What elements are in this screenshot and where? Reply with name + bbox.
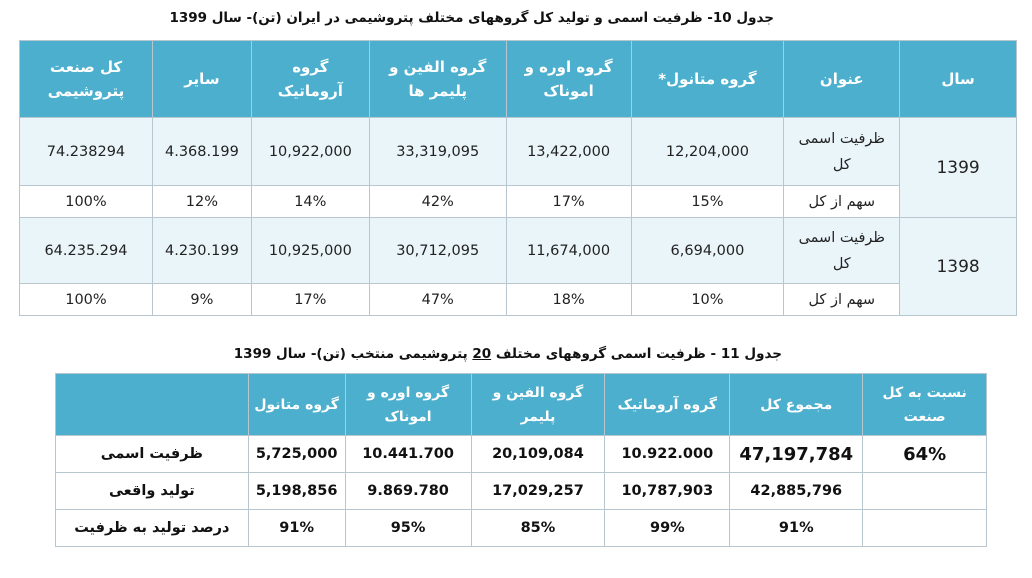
cell-total: 64.235.294 (19, 217, 153, 284)
table11-header-row: نسبت به کل صنعت مجموع کل گروه آروماتیک گر… (55, 373, 987, 436)
cell-other: 9% (151, 283, 252, 316)
header-methanol: گروه متانول (247, 373, 346, 436)
row-label: درصد تولید به ظرفیت (55, 509, 249, 547)
table11-caption: جدول 11 - ظرفیت اسمی گروههای مختلف 20 پت… (233, 346, 782, 362)
cell-methanol: 91% (247, 509, 346, 547)
cell-sum: 47,197,784 (729, 435, 864, 473)
row-label: تولید واقعی (55, 472, 249, 510)
table10: سال عنوان گروه متانول* گروه اوره و اموناک… (19, 40, 1017, 316)
row-label: سهم از کل (783, 185, 901, 218)
header-ratio: نسبت به کل صنعت (862, 373, 987, 436)
cell-urea: 95% (344, 509, 472, 547)
cell-total: 100% (19, 185, 153, 218)
header-other: سایر (151, 40, 252, 118)
cell-methanol: 15% (630, 185, 785, 218)
cell-urea: 13,422,000 (505, 117, 632, 186)
cell-aromatic: 99% (604, 509, 731, 547)
table-row: سهم از کل 15% 17% 42% 14% 12% 100% (19, 185, 1017, 218)
cell-olefin: 30,712,095 (368, 217, 507, 284)
cell-olefin: 20,109,084 (470, 435, 606, 473)
header-year: سال (899, 40, 1017, 118)
cell-other: 4.230.199 (151, 217, 252, 284)
header-sum: مجموع کل (729, 373, 864, 436)
year-cell: 1398 (899, 217, 1017, 316)
row-label: ظرفیت اسمی (55, 435, 249, 473)
row-label: ظرفیت اسمی کل (783, 117, 901, 186)
header-aromatic: گروه آروماتیک (250, 40, 370, 118)
cell-aromatic: 10.922.000 (604, 435, 731, 473)
header-methanol: گروه متانول* (630, 40, 785, 118)
table10-caption: جدول 10- ظرفیت اسمی و تولید کل گروههای م… (169, 10, 774, 26)
table-row: 91% 99% 85% 95% 91% درصد تولید به ظرفیت (55, 509, 987, 547)
cell-aromatic: 10,922,000 (250, 117, 370, 186)
cell-methanol: 5,198,856 (247, 472, 346, 510)
cell-sum: 42,885,796 (729, 472, 864, 510)
cell-ratio: 64% (862, 435, 987, 473)
header-label (55, 373, 249, 436)
table-row: 64% 47,197,784 10.922.000 20,109,084 10.… (55, 435, 987, 473)
header-urea: گروه اوره و اموناک (344, 373, 472, 436)
header-olefin: گروه الفین و پلیمر ها (368, 40, 507, 118)
table11: نسبت به کل صنعت مجموع کل گروه آروماتیک گر… (55, 373, 987, 547)
table-row: 1398 ظرفیت اسمی کل 6,694,000 11,674,000 3… (19, 217, 1017, 316)
cell-urea: 10.441.700 (344, 435, 472, 473)
cell-olefin: 85% (470, 509, 606, 547)
cell-methanol: 5,725,000 (247, 435, 346, 473)
cell-urea: 17% (505, 185, 632, 218)
row-label: ظرفیت اسمی کل (783, 217, 901, 284)
cell-methanol: 12,204,000 (630, 117, 785, 186)
header-total: کل صنعت پتروشیمی (19, 40, 153, 118)
cell-total: 74.238294 (19, 117, 153, 186)
cell-other: 12% (151, 185, 252, 218)
header-aromatic: گروه آروماتیک (604, 373, 731, 436)
table10-header-row: سال عنوان گروه متانول* گروه اوره و اموناک… (19, 40, 1017, 118)
cell-urea: 11,674,000 (505, 217, 632, 284)
table-row: سهم از کل 10% 18% 47% 17% 9% 100% (19, 283, 1017, 316)
cell-olefin: 47% (368, 283, 507, 316)
cell-methanol: 6,694,000 (630, 217, 785, 284)
header-olefin: گروه الفین و پلیمر (470, 373, 606, 436)
cell-sum: 91% (729, 509, 864, 547)
cell-ratio (862, 509, 987, 547)
cell-olefin: 33,319,095 (368, 117, 507, 186)
cell-aromatic: 14% (250, 185, 370, 218)
cell-ratio (862, 472, 987, 510)
cell-total: 100% (19, 283, 153, 316)
year-cell: 1399 (899, 117, 1017, 218)
cell-other: 4.368.199 (151, 117, 252, 186)
cell-methanol: 10% (630, 283, 785, 316)
cell-urea: 18% (505, 283, 632, 316)
row-label: سهم از کل (783, 283, 901, 316)
header-title: عنوان (783, 40, 901, 118)
cell-olefin: 17,029,257 (470, 472, 606, 510)
table-row: 1399 ظرفیت اسمی کل 12,204,000 13,422,000 … (19, 117, 1017, 218)
cell-aromatic: 10,787,903 (604, 472, 731, 510)
cell-olefin: 42% (368, 185, 507, 218)
cell-aromatic: 17% (250, 283, 370, 316)
table-row: 42,885,796 10,787,903 17,029,257 9.869.7… (55, 472, 987, 510)
cell-aromatic: 10,925,000 (250, 217, 370, 284)
header-urea: گروه اوره و اموناک (505, 40, 632, 118)
cell-urea: 9.869.780 (344, 472, 472, 510)
